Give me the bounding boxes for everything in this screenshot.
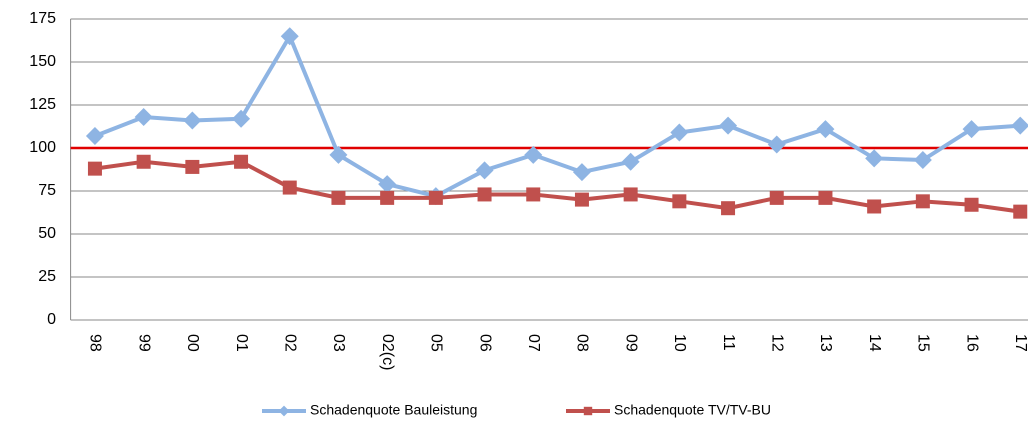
marker — [87, 161, 102, 176]
marker — [526, 187, 541, 202]
x-tick-label: 09 — [622, 334, 639, 352]
marker — [572, 163, 591, 182]
marker — [134, 108, 153, 127]
x-tick-label: 14 — [866, 334, 883, 352]
marker — [331, 190, 346, 205]
y-tick-label: 100 — [29, 139, 56, 156]
marker — [867, 199, 882, 214]
legend: Schadenquote Bauleistung Schadenquote TV/… — [262, 402, 771, 418]
marker — [280, 27, 299, 46]
marker — [380, 190, 395, 205]
marker — [524, 145, 543, 164]
marker — [721, 201, 736, 216]
y-tick-label: 50 — [38, 225, 56, 242]
x-tick-label: 02(c) — [379, 334, 396, 370]
x-tick-label: 01 — [233, 334, 250, 352]
y-tick-label: 75 — [38, 182, 56, 199]
marker — [185, 159, 200, 174]
x-tick-label: 03 — [330, 334, 347, 352]
x-tick-label: 17 — [1012, 334, 1028, 352]
marker — [719, 116, 738, 135]
x-tick-label: 15 — [915, 334, 932, 352]
marker — [915, 194, 930, 209]
marker — [962, 120, 981, 139]
y-tick-label: 0 — [47, 311, 56, 328]
marker — [818, 190, 833, 205]
marker — [1011, 116, 1028, 135]
marker — [183, 111, 202, 130]
x-tick-label: 07 — [525, 334, 542, 352]
marker — [769, 190, 784, 205]
legend-label: Schadenquote TV/TV-BU — [614, 402, 771, 418]
x-tick-label: 16 — [963, 334, 980, 352]
y-tick-label: 150 — [29, 53, 56, 70]
marker — [865, 149, 884, 168]
x-tick-label: 00 — [184, 334, 201, 352]
x-tick-label: 10 — [671, 334, 688, 352]
marker — [670, 123, 689, 142]
marker — [623, 187, 638, 202]
marker — [136, 154, 151, 169]
marker — [767, 135, 786, 154]
x-tick-label: 02 — [282, 334, 299, 352]
marker — [1013, 204, 1028, 219]
x-tick-label: 05 — [428, 334, 445, 352]
marker — [282, 180, 297, 195]
y-tick-label: 125 — [29, 96, 56, 113]
x-tick-label: 13 — [817, 334, 834, 352]
marker — [475, 161, 494, 180]
marker — [964, 197, 979, 212]
x-tick-label: 11 — [720, 334, 737, 351]
marker — [85, 126, 104, 145]
x-tick-label: 12 — [769, 334, 786, 352]
marker — [816, 120, 835, 139]
marker — [477, 187, 492, 202]
x-tick-label: 06 — [476, 334, 493, 352]
marker — [583, 406, 593, 416]
marker — [428, 190, 443, 205]
series-line — [94, 159, 1021, 214]
marker — [234, 154, 249, 169]
marker — [672, 194, 687, 209]
marker — [232, 109, 251, 128]
marker — [329, 145, 348, 164]
series-line — [94, 31, 1021, 199]
x-tick-label: 08 — [574, 334, 591, 352]
marker — [621, 152, 640, 171]
marker — [574, 192, 589, 207]
x-tick-label: 99 — [135, 334, 152, 352]
marker — [378, 175, 397, 194]
y-tick-label: 175 — [29, 10, 56, 27]
legend-label: Schadenquote Bauleistung — [310, 402, 477, 418]
y-tick-label: 25 — [38, 268, 56, 285]
x-tick-label: 98 — [87, 334, 104, 352]
marker — [913, 151, 932, 170]
marker — [278, 405, 290, 417]
